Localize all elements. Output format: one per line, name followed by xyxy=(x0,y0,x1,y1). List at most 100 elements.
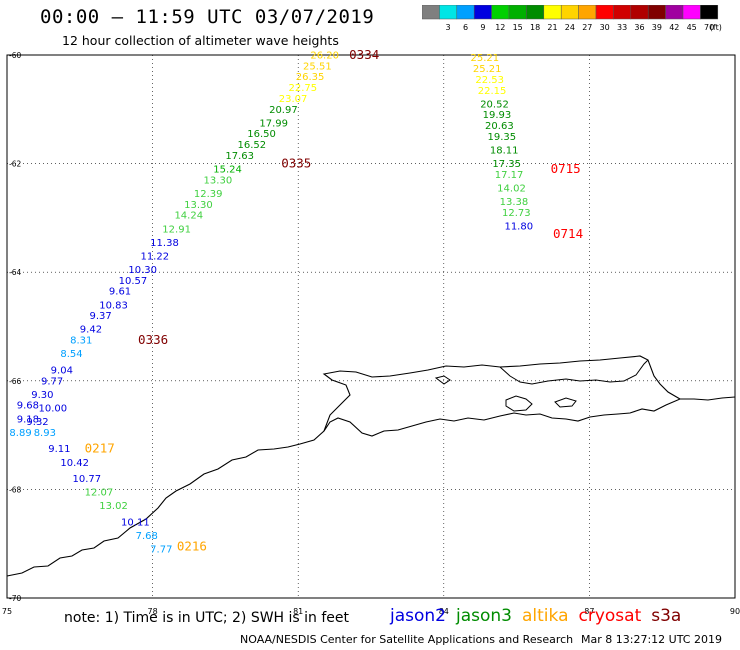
wave-height-value: 9.18 xyxy=(17,414,39,425)
wave-height-value: 12.39 xyxy=(194,189,223,200)
scale-swatch xyxy=(647,5,666,20)
wave-height-value: 20.63 xyxy=(485,121,514,132)
scale-tick-label: 3 xyxy=(446,23,451,32)
wave-height-value: 9.30 xyxy=(31,390,53,401)
wave-height-value: 22.53 xyxy=(475,75,504,86)
wave-height-value: 14.02 xyxy=(497,184,526,195)
scale-tick-label: 42 xyxy=(669,23,679,32)
wave-height-value: 11.22 xyxy=(140,251,169,262)
wave-height-value: 20.52 xyxy=(480,99,509,110)
scale-swatch xyxy=(508,5,527,20)
scale-swatch xyxy=(439,5,458,20)
lat-tick-label: -66 xyxy=(9,377,21,386)
map-frame xyxy=(6,54,736,599)
color-scale: 3 6 9 12 15 18 21 24 27 30 33 36 39 42 45 70(ft) xyxy=(422,5,722,32)
wave-height-value: 22.15 xyxy=(478,86,507,97)
scale-swatch xyxy=(665,5,684,20)
wave-height-value: 10.00 xyxy=(39,403,68,414)
wave-height-value: 17.99 xyxy=(259,118,288,129)
wave-height-value: 26.20 xyxy=(310,51,339,62)
wave-height-value: 12.91 xyxy=(162,224,191,235)
wave-height-value: 16.52 xyxy=(238,140,267,151)
pass-time-label: 0217 xyxy=(85,441,115,456)
scale-swatch xyxy=(700,5,719,20)
scale-tick-label: 39 xyxy=(652,23,662,32)
credit-text: NOAA/NESDIS Center for Satellite Applica… xyxy=(240,633,574,646)
lon-tick-label: 78 xyxy=(148,607,158,616)
scale-swatch xyxy=(613,5,632,20)
lat-tick-label: -68 xyxy=(9,485,21,494)
satellite-legend-altika: altika xyxy=(522,606,569,626)
wave-height-value: 26.35 xyxy=(296,72,325,83)
scale-swatch xyxy=(473,5,492,20)
lat-tick-label: -70 xyxy=(9,594,21,603)
inland-feature xyxy=(554,397,577,408)
wave-height-value: 25.51 xyxy=(303,61,332,72)
page-subtitle: 12 hour collection of altimeter wave hei… xyxy=(62,33,339,48)
scale-swatch xyxy=(560,5,579,20)
satellite-legend-jason3: jason3 xyxy=(456,606,512,626)
tick-labels: 75 78 81 84 87 90 -60 -62 -64 -66 -68 -70 xyxy=(2,51,740,616)
inland-feature xyxy=(505,395,533,412)
wave-height-value: 16.50 xyxy=(247,129,276,140)
wave-height-value: 9.42 xyxy=(80,325,102,336)
wave-height-value: 8.93 xyxy=(34,428,56,439)
lon-tick-label: 84 xyxy=(439,607,449,616)
wave-height-value: 17.35 xyxy=(492,159,521,170)
scale-tick-label: 33 xyxy=(617,23,627,32)
scale-tick-label: 36 xyxy=(634,23,644,32)
satellite-legend-s3a: s3a xyxy=(651,606,682,626)
pass-time-label: 0335 xyxy=(281,156,311,171)
wave-height-value: 22.75 xyxy=(288,83,317,94)
lat-tick-label: -60 xyxy=(9,51,21,60)
wave-height-value: 7.77 xyxy=(150,545,172,556)
scale-swatch xyxy=(630,5,649,20)
wave-height-value: 19.93 xyxy=(483,110,512,121)
wave-height-value: 11.38 xyxy=(150,238,179,249)
wave-height-value: 10.30 xyxy=(128,265,157,276)
scale-swatch xyxy=(595,5,614,20)
scale-swatch xyxy=(682,5,701,20)
wave-height-value: 8.89 xyxy=(9,428,31,439)
coastline xyxy=(6,396,736,577)
wave-height-value: 17.63 xyxy=(225,151,254,162)
scale-tick-label: 9 xyxy=(480,23,485,32)
lat-tick-label: -64 xyxy=(9,268,21,277)
satellite-track: 9.68 10.009.189.328.89 8.93 9.11 10.42 10.77 1… xyxy=(9,401,207,556)
wave-height-value: 8.31 xyxy=(70,336,92,347)
wave-height-value: 12.07 xyxy=(85,488,114,499)
pass-time-label: 0714 xyxy=(553,226,583,241)
wave-height-value: 9.37 xyxy=(90,311,112,322)
pass-time-label: 0216 xyxy=(177,538,207,553)
lat-tick-label: -62 xyxy=(9,160,21,169)
inland-ridge xyxy=(499,359,649,385)
scale-swatch xyxy=(578,5,597,20)
wave-height-value: 11.80 xyxy=(504,222,533,233)
wave-height-value: 13.38 xyxy=(500,197,529,208)
wave-height-value: 17.17 xyxy=(495,170,524,181)
scale-unit: (ft) xyxy=(710,23,722,32)
wave-height-value: 9.61 xyxy=(109,287,131,298)
scale-tick-label: 70 xyxy=(704,23,714,32)
wave-height-value: 9.11 xyxy=(48,444,70,455)
pass-time-label: 0336 xyxy=(138,332,168,347)
generated-time: Mar 8 13:27:12 UTC 2019 xyxy=(581,633,722,646)
scale-tick-label: 30 xyxy=(600,23,610,32)
wave-height-value: 25.21 xyxy=(470,53,499,64)
wave-height-value: 9.77 xyxy=(41,376,63,387)
wave-height-value: 12.73 xyxy=(502,208,531,219)
scale-tick-label: 6 xyxy=(463,23,468,32)
scale-tick-label: 12 xyxy=(495,23,505,32)
wave-height-value: 18.11 xyxy=(490,146,519,157)
scale-swatch xyxy=(422,5,440,20)
inland-feature xyxy=(434,375,451,385)
wave-height-value: 20.97 xyxy=(269,105,298,116)
scale-tick-label: 21 xyxy=(547,23,557,32)
wave-height-value: 8.54 xyxy=(60,349,82,360)
scale-swatch xyxy=(456,5,475,20)
wave-height-value: 9.68 xyxy=(17,401,39,412)
wave-height-value: 19.35 xyxy=(487,132,516,143)
